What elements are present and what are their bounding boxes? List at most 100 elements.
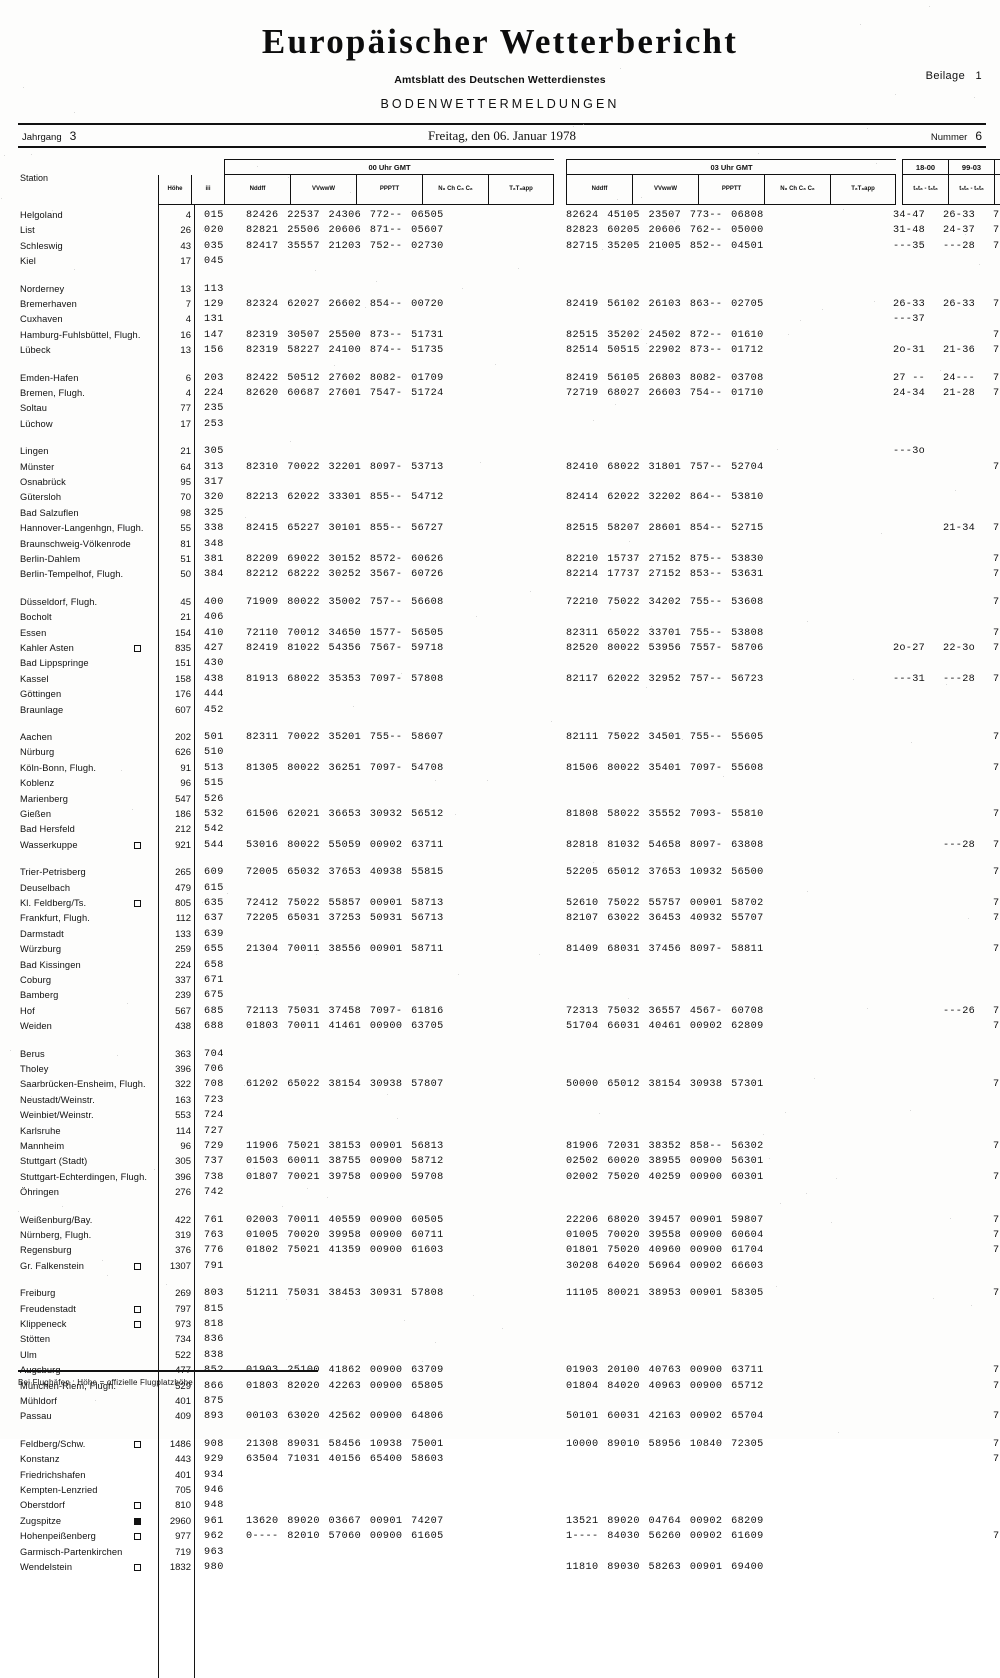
station-group: Aachen 202 501 82311 70022 35201 755-- 5860… — [18, 731, 986, 854]
station-altitude: 835 — [161, 643, 191, 654]
extreme-value-3: 7oo-- — [986, 1141, 1000, 1152]
table-row: Berus 363 704 — [18, 1048, 986, 1063]
extreme-value-3: 7oo-- — [986, 867, 1000, 878]
station-name: Hohenpeißenberg — [20, 1531, 96, 1541]
extreme-value-3: 7oo-- — [986, 1381, 1000, 1392]
paper-speckle — [311, 630, 312, 631]
table-row: Lingen 21 305 ---3o — [18, 445, 986, 460]
obs-00utc-code: 82319 58227 24100 874-- 51735 — [246, 345, 444, 356]
paper-speckle — [814, 1078, 815, 1079]
table-row: Helgoland 4 015 82426 22537 24306 772-- 065… — [18, 209, 986, 224]
station-altitude: 114 — [161, 1126, 191, 1137]
station-name: Freudenstadt — [20, 1304, 76, 1314]
station-altitude: 269 — [161, 1288, 191, 1299]
col-header-nddff-00: Nddff — [224, 175, 290, 205]
table-row: Koblenz 96 515 — [18, 777, 986, 792]
paper-speckle — [154, 1169, 155, 1170]
paper-speckle — [709, 1028, 710, 1029]
paper-speckle — [646, 343, 647, 344]
station-name: Weiden — [20, 1021, 52, 1031]
station-name: Tholey — [20, 1064, 49, 1074]
station-name: Göttingen — [20, 689, 61, 699]
extreme-value-3: 7o2-- — [986, 225, 1000, 236]
paper-speckle — [127, 1003, 128, 1004]
supplement-text: Beilage — [926, 70, 966, 82]
station-index: 542 — [204, 824, 224, 835]
station-index: 430 — [204, 658, 224, 669]
station-name: Düsseldorf, Flugh. — [20, 597, 97, 607]
station-index: 410 — [204, 628, 224, 639]
table-row: Stötten 734 836 — [18, 1333, 986, 1348]
extreme-value-1: 2o-27 — [886, 643, 932, 654]
station-name: Bad Salzuflen — [20, 508, 79, 518]
station-group: Weißenburg/Bay. 422 761 02003 70011 40559 0… — [18, 1214, 986, 1276]
paper-speckle — [971, 1305, 972, 1306]
extreme-value-3: 7oo-- — [986, 1411, 1000, 1422]
obs-00utc-code: 02003 70011 40559 00900 60505 — [246, 1215, 444, 1226]
table-row: Frankfurt, Flugh. 112 637 72205 65031 37253… — [18, 912, 986, 927]
col-header-ext-3: 7RR -- — [994, 175, 1000, 205]
station-altitude: 626 — [161, 747, 191, 758]
table-row: Kassel 158 438 81913 68022 35353 7097- 5780… — [18, 673, 986, 688]
station-index: 934 — [204, 1470, 224, 1481]
table-row: Weiden 438 688 01803 70011 41461 00900 6370… — [18, 1020, 986, 1035]
table-row: Friedrichshafen 401 934 — [18, 1469, 986, 1484]
paper-speckle — [249, 947, 250, 948]
obs-03utc-code: 72313 75032 36557 4567- 60708 — [566, 1006, 764, 1017]
station-index: 348 — [204, 539, 224, 550]
obs-00utc-code: 82311 70022 35201 755-- 58607 — [246, 732, 444, 743]
obs-03utc-code: 82214 17737 27152 853-- 53631 — [566, 569, 764, 580]
station-index: 961 — [204, 1516, 224, 1527]
obs-03utc-code: 82624 45105 23507 773-- 06808 — [566, 210, 764, 221]
station-name: Mannheim — [20, 1141, 64, 1151]
footnote: Bei Flughäfen : Höhe = offizielle Flugpl… — [18, 1378, 193, 1387]
obs-03utc-code: 02502 60020 38955 00900 56301 — [566, 1156, 764, 1167]
obs-03utc-code: 82515 58207 28601 854-- 52715 — [566, 523, 764, 534]
extreme-value-2: 24-37 — [936, 225, 982, 236]
extreme-value-3: 7oo-- — [986, 898, 1000, 909]
table-row: Regensburg 376 776 01802 75021 41359 00900 … — [18, 1244, 986, 1259]
obs-00utc-code: 82310 70022 32201 8097- 53713 — [246, 462, 444, 473]
obs-03utc-code: 82823 60205 20606 762-- 05000 — [566, 225, 764, 236]
paper-speckle — [641, 197, 642, 198]
station-name: Ulm — [20, 1350, 37, 1360]
station-marker-filled-icon — [134, 1518, 141, 1525]
obs-00utc-code: 53016 80022 55059 00902 63711 — [246, 840, 444, 851]
paper-speckle — [610, 609, 611, 610]
station-altitude: 95 — [161, 477, 191, 488]
paper-speckle — [18, 1211, 19, 1212]
paper-speckle — [569, 948, 570, 949]
paper-speckle — [298, 1364, 299, 1365]
obs-03utc-code: 10000 89010 58956 10840 72305 — [566, 1439, 764, 1450]
obs-03utc-code: 82410 68022 31801 757-- 52704 — [566, 462, 764, 473]
paper-speckle — [965, 234, 966, 235]
station-index: 838 — [204, 1350, 224, 1361]
paper-speckle — [429, 139, 430, 140]
station-group: Berus 363 704 Tholey 396 706 Saarbrücken-Enshe… — [18, 1048, 986, 1202]
paper-speckle — [308, 469, 309, 470]
extreme-value-2: ---28 — [936, 840, 982, 851]
obs-00utc-code: 82422 50512 27602 8082- 01709 — [246, 373, 444, 384]
station-altitude: 1307 — [161, 1261, 191, 1272]
paper-speckle — [946, 684, 947, 685]
paper-speckle — [641, 329, 642, 330]
paper-speckle — [102, 1260, 103, 1261]
table-row: Braunschweig-Völkenrode 81 348 — [18, 538, 986, 553]
obs-03utc-code: 52610 75022 55757 00901 58702 — [566, 898, 764, 909]
obs-03utc-code: 81906 72031 38352 858-- 56302 — [566, 1141, 764, 1152]
station-index: 452 — [204, 705, 224, 716]
station-altitude: 705 — [161, 1485, 191, 1496]
table-row: Garmisch-Partenkirchen 719 963 — [18, 1546, 986, 1561]
table-row: Neustadt/Weinstr. 163 723 — [18, 1094, 986, 1109]
station-index: 763 — [204, 1230, 224, 1241]
station-name: Wasserkuppe — [20, 840, 78, 850]
table-row: Aachen 202 501 82311 70022 35201 755-- 5860… — [18, 731, 986, 746]
obs-03utc-code: 1---- 84030 56260 00902 61609 — [566, 1531, 764, 1542]
table-row: Coburg 337 671 — [18, 974, 986, 989]
table-row: Düsseldorf, Flugh. 45 400 71909 80022 35002… — [18, 596, 986, 611]
paper-speckle — [874, 301, 875, 302]
extreme-value-3: 7oo-- — [986, 628, 1000, 639]
station-index: 615 — [204, 883, 224, 894]
station-name: Aachen — [20, 732, 52, 742]
col-header-nddff-03: Nddff — [566, 175, 632, 205]
